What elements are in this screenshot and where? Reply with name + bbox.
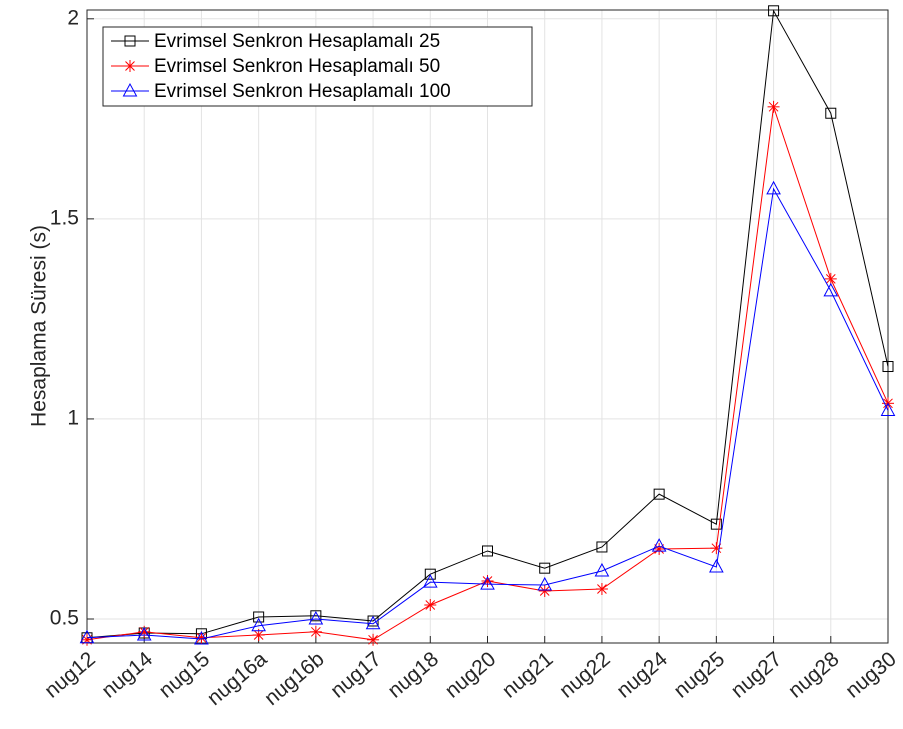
marker	[424, 568, 436, 580]
marker	[651, 538, 667, 552]
marker	[653, 542, 666, 555]
marker	[767, 100, 780, 113]
marker	[122, 82, 138, 97]
x-tick-label: nug20	[441, 647, 501, 702]
marker	[424, 598, 437, 611]
marker	[595, 582, 608, 595]
marker-stroke	[825, 274, 836, 284]
marker	[596, 541, 608, 553]
marker-stroke	[253, 630, 264, 640]
marker	[482, 545, 493, 557]
marker	[766, 180, 781, 195]
x-tick-label: nug16b	[260, 647, 328, 710]
marker	[537, 576, 553, 591]
x-tick-label: nug28	[784, 647, 844, 702]
x-tick-label: nug25	[670, 647, 730, 702]
legend-box	[102, 26, 533, 107]
marker	[880, 402, 896, 417]
marker	[365, 615, 381, 630]
y-tick-label: 1.5	[50, 206, 79, 229]
y-tick-label: 1	[67, 406, 79, 429]
legend-text: Evrimsel Senkron Hesaplamalı 50	[154, 56, 440, 77]
marker-stroke	[597, 584, 607, 594]
marker	[882, 361, 894, 373]
marker	[539, 562, 551, 574]
marker	[594, 562, 610, 577]
marker	[825, 107, 837, 119]
marker-stroke	[768, 101, 779, 112]
marker	[310, 610, 322, 622]
marker	[367, 633, 380, 646]
x-tick-label: nug24	[612, 647, 672, 702]
marker	[81, 633, 93, 646]
marker-stroke	[125, 61, 135, 71]
legend-text: Evrimsel Senkron Hesaplamalı 25	[154, 31, 440, 52]
marker	[653, 488, 665, 500]
marker	[136, 626, 152, 641]
marker	[308, 610, 324, 625]
series-line	[86, 187, 889, 640]
marker	[252, 628, 265, 641]
y-axis-label: Hesaplama Süresi (s)	[28, 225, 51, 427]
marker	[194, 630, 209, 645]
marker-stroke	[311, 626, 321, 637]
marker	[422, 574, 438, 588]
x-tick-label: nug17	[326, 647, 386, 702]
x-tick-label: nug22	[555, 647, 615, 702]
plot-frame	[86, 9, 889, 644]
y-tick-label: 0.5	[50, 607, 79, 630]
marker	[124, 35, 136, 47]
marker	[309, 625, 322, 638]
marker	[253, 611, 265, 623]
marker-stroke	[539, 586, 550, 596]
x-tick-label: nug30	[841, 647, 901, 702]
x-tick-label: nug21	[498, 647, 558, 702]
marker	[480, 576, 495, 590]
x-tick-label: nug18	[384, 647, 444, 702]
x-tick-label: nug14	[97, 647, 157, 702]
marker	[709, 558, 724, 573]
marker	[710, 542, 723, 555]
marker	[768, 5, 780, 17]
marker	[251, 617, 266, 632]
marker	[823, 282, 839, 297]
marker	[124, 60, 136, 72]
marker-stroke	[368, 634, 378, 645]
marker	[79, 629, 95, 644]
y-tick-label: 2	[67, 6, 79, 29]
legend-text: Evrimsel Senkron Hesaplamalı 100	[154, 81, 451, 102]
x-tick-label: nug27	[727, 647, 787, 702]
x-tick-label: nug12	[40, 647, 100, 702]
marker-stroke	[654, 544, 664, 554]
marker	[538, 584, 551, 597]
series-line	[86, 9, 889, 639]
marker-stroke	[425, 600, 436, 610]
marker-stroke	[196, 632, 207, 643]
x-tick-label: nug16a	[203, 647, 272, 710]
marker	[710, 518, 722, 530]
